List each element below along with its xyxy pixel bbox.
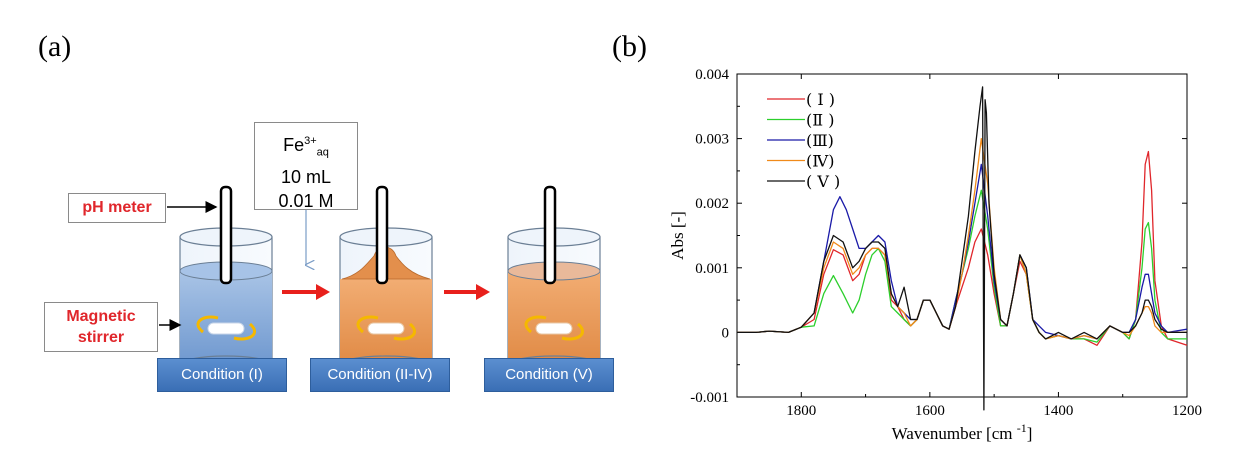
legend-label-4: (Ⅳ)	[806, 152, 834, 171]
magnetic-stirrer-label: Magnetic stirrer	[44, 302, 158, 352]
stir-bar	[207, 322, 245, 335]
legend-label-3: (Ⅲ)	[806, 131, 834, 150]
panel-b-letter: (b)	[612, 30, 647, 63]
stirrer-label-line1: Magnetic	[66, 308, 136, 325]
y-tick-label: 0.003	[695, 132, 729, 148]
series-line-2	[737, 189, 1187, 343]
series-line-3	[737, 163, 1188, 340]
x-tick-label: 1200	[1172, 403, 1202, 419]
condition-1-box: Condition (I)	[157, 358, 287, 392]
panel-a-letter: (a)	[38, 30, 72, 63]
plot-area	[736, 73, 1188, 398]
beaker-condition-5	[507, 185, 601, 375]
beaker-condition-1	[179, 185, 273, 375]
x-tick-label: 1800	[786, 403, 816, 419]
x-tick-label: 1600	[915, 403, 945, 419]
condition-2-4-box: Condition (II-IV)	[310, 358, 450, 392]
y-tick-label: 0.001	[695, 261, 729, 277]
stir-rotation-icon	[196, 315, 219, 334]
reagent-concentration: 0.01 M	[278, 190, 334, 211]
stirrer-label-line2: stirrer	[77, 329, 125, 346]
x-tick-label: 1400	[1043, 403, 1073, 419]
y-tick-label: 0.002	[695, 196, 729, 212]
y-axis-label: Abs [-]	[668, 211, 687, 260]
y-tick-label: 0.004	[695, 67, 729, 83]
legend-label-2: (Ⅱ )	[806, 111, 834, 130]
experimental-setup-diagram	[159, 185, 601, 375]
ph-electrode	[219, 185, 233, 285]
process-arrow-1	[282, 284, 330, 300]
x-axis-label: Wavenumber [cm -1]	[892, 421, 1033, 443]
ph-meter-label: pH meter	[68, 193, 166, 223]
y-tick-label: 0	[722, 325, 730, 341]
process-arrow-2	[444, 284, 490, 300]
legend-label-5: ( Ⅴ )	[806, 172, 840, 191]
series-line-5	[737, 86, 1187, 411]
legend-label-1: ( Ⅰ )	[806, 90, 835, 109]
reagent-box: Fe3+aq 10 mL 0.01 M	[254, 122, 358, 211]
reagent-volume: 10 mL	[280, 166, 332, 187]
reagent-species: Fe3+aq	[283, 135, 329, 159]
y-tick-label: -0.001	[690, 390, 729, 406]
series-line-4	[737, 137, 1187, 340]
condition-5-box: Condition (V)	[484, 358, 614, 392]
